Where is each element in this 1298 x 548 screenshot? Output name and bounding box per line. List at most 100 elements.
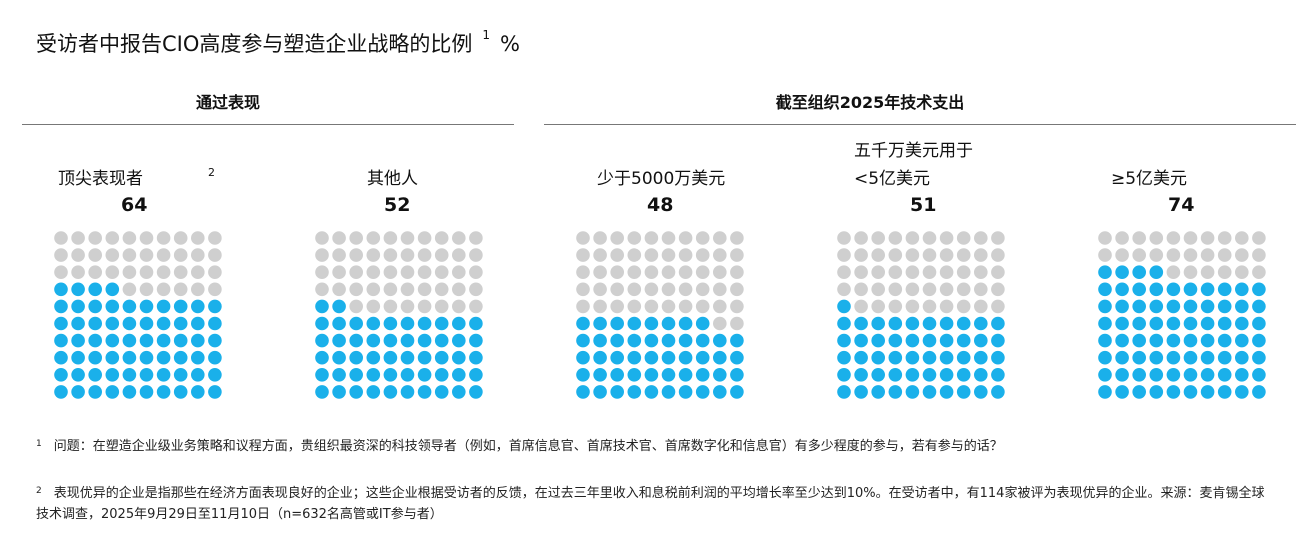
waffle-dot-empty (888, 248, 903, 262)
waffle-dot-filled (695, 385, 710, 399)
waffle-dot-empty (627, 282, 642, 297)
waffle-dot-empty (156, 248, 171, 262)
waffle-dot-filled (1149, 333, 1164, 348)
waffle-dot-filled (905, 316, 920, 331)
waffle-dot-filled (349, 385, 363, 399)
waffle-dot-filled (644, 385, 659, 399)
waffle-dot-empty (383, 231, 398, 245)
waffle-dot-filled (905, 368, 920, 382)
waffle-dot-empty (713, 299, 727, 314)
waffle-dot-empty (837, 265, 851, 279)
waffle-dot-filled (610, 333, 624, 348)
waffle-dot-filled (173, 385, 188, 399)
waffle-dot-empty (956, 282, 971, 297)
waffle-dot-filled (105, 368, 120, 382)
waffle-dot-empty (610, 265, 624, 279)
waffle-dot-filled (156, 385, 171, 399)
waffle-dot-empty (644, 248, 659, 262)
waffle-dot-filled (191, 299, 205, 314)
waffle-dot-filled (576, 316, 590, 331)
waffle-dot-filled (1115, 333, 1129, 348)
waffle-dot-filled (105, 282, 120, 297)
waffle-dot-empty (576, 282, 590, 297)
waffle-dot-empty (1200, 265, 1215, 279)
waffle-dot-filled (1098, 385, 1112, 399)
waffle-dot-empty (452, 265, 466, 279)
waffle-dot-empty (1115, 248, 1129, 262)
waffle-dot-filled (452, 350, 466, 365)
waffle-dot-empty (71, 231, 85, 245)
waffle-dot-filled (991, 316, 1005, 331)
waffle-dot-filled (1149, 282, 1164, 297)
waffle-dot-filled (678, 350, 693, 365)
waffle-dot-filled (71, 350, 85, 365)
panel-label-line2: <5亿美元 (854, 169, 931, 189)
waffle-dot-empty (730, 282, 744, 297)
waffle-dot-filled (939, 385, 954, 399)
waffle-dot-empty (122, 248, 137, 262)
waffle-dot-empty (956, 231, 971, 245)
waffle-dot-filled (922, 316, 937, 331)
waffle-dot-empty (730, 248, 744, 262)
waffle-dot-empty (1183, 231, 1198, 245)
waffle-dot-filled (366, 368, 381, 382)
waffle-dot-empty (208, 282, 222, 297)
waffle-dot-empty (469, 231, 483, 245)
waffle-dot-filled (122, 316, 137, 331)
waffle-dot-filled (400, 333, 415, 348)
waffle-dot-filled (88, 333, 102, 348)
waffle-dot-empty (1149, 248, 1164, 262)
waffle-dot-filled (208, 333, 222, 348)
waffle-dot-filled (54, 350, 68, 365)
waffle-grid (54, 231, 222, 399)
footnote-text: 问题：在塑造企业级业务策略和议程方面，贵组织最资深的科技领导者（例如，首席信息官… (53, 439, 1003, 454)
waffle-dot-empty (713, 231, 727, 245)
waffle-dot-filled (332, 333, 346, 348)
waffle-dot-filled (88, 350, 102, 365)
waffle-dot-filled (661, 350, 676, 365)
waffle-dot-empty (695, 231, 710, 245)
waffle-dot-filled (713, 350, 727, 365)
waffle-dot-filled (332, 299, 346, 314)
waffle-dot-empty (139, 282, 154, 297)
footnote-marker: 2 (36, 486, 42, 496)
waffle-dot-filled (1235, 299, 1249, 314)
waffle-dot-filled (1149, 265, 1164, 279)
waffle-dot-empty (315, 282, 329, 297)
waffle-dot-filled (1217, 333, 1232, 348)
waffle-dot-filled (1166, 368, 1181, 382)
waffle-dot-filled (1098, 282, 1112, 297)
waffle-dot-filled (956, 350, 971, 365)
waffle-dot-filled (922, 333, 937, 348)
waffle-dot-filled (173, 299, 188, 314)
waffle-grid (837, 231, 1005, 399)
waffle-dot-filled (888, 385, 903, 399)
waffle-dot-filled (837, 385, 851, 399)
waffle-dot-filled (939, 316, 954, 331)
waffle-dot-empty (661, 231, 676, 245)
waffle-dot-filled (1149, 350, 1164, 365)
waffle-dot-filled (191, 333, 205, 348)
waffle-dot-filled (1115, 368, 1129, 382)
waffle-dot-filled (1132, 350, 1146, 365)
waffle-dot-filled (1235, 316, 1249, 331)
waffle-dot-empty (1235, 265, 1249, 279)
waffle-dot-empty (593, 248, 607, 262)
group-header-tech-spend: 截至组织2025年技术支出 (775, 93, 965, 112)
waffle-dot-filled (1252, 333, 1266, 348)
waffle-dot-empty (695, 282, 710, 297)
waffle-dot-filled (837, 333, 851, 348)
waffle-dot-filled (610, 350, 624, 365)
waffle-dot-empty (191, 231, 205, 245)
waffle-dot-filled (122, 333, 137, 348)
waffle-dot-filled (888, 316, 903, 331)
waffle-dot-empty (1166, 248, 1181, 262)
waffle-dot-filled (627, 333, 642, 348)
waffle-dot-filled (837, 350, 851, 365)
waffle-dot-filled (730, 385, 744, 399)
waffle-dot-empty (1200, 248, 1215, 262)
waffle-grid (576, 231, 744, 399)
waffle-dot-empty (854, 248, 868, 262)
waffle-dot-empty (156, 265, 171, 279)
waffle-dot-empty (400, 282, 415, 297)
